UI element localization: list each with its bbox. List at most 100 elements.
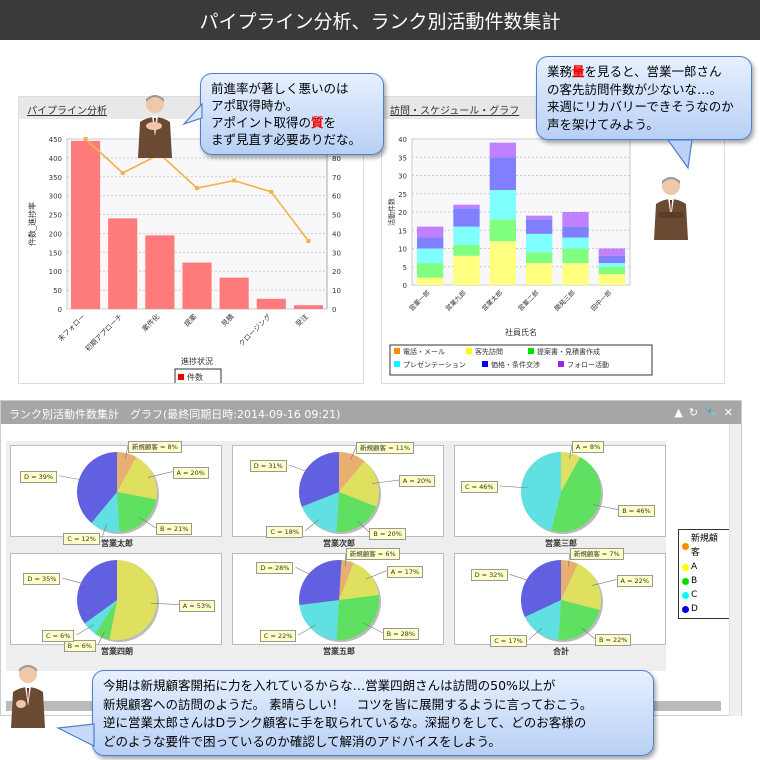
svg-text:活動件数: 活動件数 bbox=[387, 198, 396, 226]
pie-slice-label: A = 20% bbox=[398, 475, 436, 488]
schedule-comment-bubble: 業務量を見ると、営業一郎さん の客先訪問件数が少ないな…。 来週にリカバリーでき… bbox=[536, 56, 752, 140]
bubble-line: 逆に営業太郎さんはDランク顧客に手を取られているな。深掘りをして、どのお客様の bbox=[103, 715, 587, 730]
svg-text:件数: 件数 bbox=[187, 372, 203, 382]
rank-window: ランク別活動件数集計 グラフ(最終同期日時:2014-09-16 09:21) … bbox=[0, 400, 742, 716]
bubble-line: 新規顧客への訪問のようだ。 素晴らしい！ コツを皆に展開するように言っておこう。 bbox=[103, 696, 593, 712]
rank-window-header: ランク別活動件数集計 グラフ(最終同期日時:2014-09-16 09:21) … bbox=[1, 401, 741, 424]
pie-slice-label: B = 46% bbox=[618, 504, 655, 517]
pie-slice-label: C = 17% bbox=[490, 634, 527, 647]
pie-chart-営業次郎: 新規顧客 = 11% A = 20% B = 20% C = 18% D = 31% 営業… bbox=[228, 441, 444, 551]
pie-grid: 新規顧客 = 8% A = 20% B = 21% C = 12% D = 39% 営業太… bbox=[6, 440, 666, 671]
svg-text:400: 400 bbox=[49, 155, 62, 163]
svg-text:70: 70 bbox=[332, 174, 341, 182]
pie-slice-label: A = 53% bbox=[178, 599, 216, 612]
legend-dot-icon bbox=[682, 577, 689, 585]
pie-slice-label: C = 18% bbox=[266, 525, 304, 538]
svg-text:5: 5 bbox=[403, 264, 407, 272]
legend-dot-icon bbox=[682, 605, 689, 613]
pie-slice-label: A = 20% bbox=[172, 466, 209, 479]
svg-text:100: 100 bbox=[49, 268, 62, 276]
svg-text:見積: 見積 bbox=[219, 312, 235, 328]
svg-text:受注: 受注 bbox=[294, 312, 310, 328]
pie-legend-item: A bbox=[682, 560, 726, 574]
svg-text:30: 30 bbox=[332, 249, 341, 257]
page-title: パイプライン分析、ランク別活動件数集計 bbox=[0, 0, 760, 40]
svg-text:250: 250 bbox=[49, 212, 62, 220]
bubble-line: 来週にリカバリーできそうなのか bbox=[547, 99, 734, 114]
schedule-chart: 0 5 10 15 20 25 30 35 40 営業一郎 営業九郎 営業太郎 営業二郎 開発三郎 田中一郎… bbox=[387, 136, 653, 376]
businessman-thinking-figure bbox=[134, 92, 176, 158]
bubble-line: 声を架けてみよう。 bbox=[547, 116, 659, 132]
svg-text:0: 0 bbox=[403, 282, 407, 290]
pie-chart-name: 合計 bbox=[553, 647, 569, 656]
pie-chart-name: 営業次郎 bbox=[323, 539, 355, 548]
vertical-scrollbar[interactable] bbox=[729, 424, 741, 716]
svg-text:60: 60 bbox=[332, 193, 341, 201]
svg-text:350: 350 bbox=[49, 174, 62, 182]
svg-text:進捗状況: 進捗状況 bbox=[181, 356, 213, 366]
svg-text:15: 15 bbox=[398, 227, 407, 235]
bubble-line: 業務量を見ると、営業一郎さん bbox=[547, 64, 722, 79]
pie-slice-label: D = 31% bbox=[249, 460, 287, 473]
legend-dot-icon bbox=[682, 542, 689, 550]
pie-legend-item: C bbox=[682, 588, 726, 602]
svg-text:クロージング: クロージング bbox=[237, 312, 273, 348]
svg-text:450: 450 bbox=[49, 136, 62, 144]
bubble-line: の客先訪問件数が少ないな…。 bbox=[547, 81, 723, 97]
pie-slice-label: A = 22% bbox=[616, 574, 653, 587]
svg-text:提案書・見積書作成: 提案書・見積書作成 bbox=[537, 347, 600, 356]
pie-legend-item: 新規顧客 bbox=[682, 532, 726, 560]
pie-legend-item: B bbox=[682, 574, 726, 588]
pie-slice-label: 新規顧客 = 6% bbox=[345, 547, 400, 560]
svg-text:客先訪問: 客先訪問 bbox=[475, 347, 503, 356]
svg-text:10: 10 bbox=[332, 287, 341, 295]
businessman-arms-crossed-figure bbox=[650, 174, 692, 240]
svg-text:10: 10 bbox=[398, 246, 407, 254]
svg-text:提案: 提案 bbox=[182, 312, 198, 328]
svg-text:0: 0 bbox=[332, 306, 336, 314]
pie-slice-label: D = 35% bbox=[23, 573, 61, 586]
svg-text:300: 300 bbox=[49, 193, 62, 201]
svg-text:プレゼンテーション: プレゼンテーション bbox=[403, 360, 466, 369]
pie-chart-営業四朗: A = 53% B = 6% C = 6% D = 35% 営業四朗 bbox=[6, 549, 222, 659]
svg-text:営業太郎: 営業太郎 bbox=[479, 288, 504, 313]
svg-text:50: 50 bbox=[53, 287, 62, 295]
pie-slice-label: 新規顧客 = 11% bbox=[356, 441, 415, 454]
pie-slice-label: A = 8% bbox=[571, 440, 605, 453]
legend-dot-icon bbox=[682, 591, 689, 599]
pie-slice-label: D = 28% bbox=[256, 562, 294, 575]
pie-chart-営業三郎: A = 8% B = 46% C = 46% 営業三郎 bbox=[450, 440, 666, 551]
svg-text:初期アプローチ: 初期アプローチ bbox=[83, 312, 124, 353]
svg-text:25: 25 bbox=[398, 191, 407, 199]
bubble-line: どのような要件で困っているのか確認して解消のアドバイスをしよう。 bbox=[103, 733, 501, 749]
pie-slice-label: C = 46% bbox=[460, 480, 498, 493]
bubble-line: 前進率が著しく悪いのは bbox=[211, 81, 349, 96]
svg-text:案件化: 案件化 bbox=[140, 312, 161, 333]
svg-text:30: 30 bbox=[398, 173, 407, 181]
pie-slice-label: B = 20% bbox=[369, 527, 406, 540]
svg-text:0: 0 bbox=[58, 306, 62, 314]
pie-slice-label: B = 22% bbox=[594, 633, 632, 646]
pie-chart-name: 営業三郎 bbox=[545, 539, 577, 548]
schedule-panel: 訪問・スケジュール・グラフ 0 5 10 15 20 25 30 35 40 営業一郎 営業九郎 営業… bbox=[381, 96, 725, 384]
pipeline-comment-bubble: 前進率が著しく悪いのは アポ取得時か。 アポイント取得の質を まず見直す必要あり… bbox=[200, 73, 384, 155]
refresh-icon[interactable]: ↻ bbox=[688, 406, 699, 419]
bubble-line: アポ取得時か。 bbox=[211, 98, 299, 113]
svg-text:40: 40 bbox=[398, 136, 407, 144]
pie-slice-label: B = 28% bbox=[382, 627, 420, 640]
wrench-icon[interactable]: 🔧 bbox=[704, 406, 718, 419]
svg-text:フォロー活動: フォロー活動 bbox=[567, 360, 609, 369]
pie-chart-営業五郎: 新規顧客 = 6% A = 17% B = 28% C = 22% D = 28% 営業五… bbox=[228, 547, 444, 659]
svg-text:電話・メール: 電話・メール bbox=[403, 347, 445, 356]
svg-text:社員氏名: 社員氏名 bbox=[505, 327, 537, 337]
close-icon[interactable]: ✕ bbox=[723, 406, 733, 419]
rank-window-title: ランク別活動件数集計 グラフ(最終同期日時:2014-09-16 09:21) bbox=[9, 408, 341, 421]
svg-text:20: 20 bbox=[332, 268, 341, 276]
pie-slice-label: D = 32% bbox=[470, 569, 508, 582]
svg-text:50: 50 bbox=[332, 212, 341, 220]
pie-chart-合計: 新規顧客 = 7% A = 22% B = 22% C = 17% D = 32% 合計 bbox=[450, 548, 666, 659]
pie-legend: 新規顧客 A B C D bbox=[678, 529, 730, 619]
svg-text:営業一郎: 営業一郎 bbox=[407, 288, 432, 313]
collapse-icon[interactable]: ▲ bbox=[674, 406, 683, 419]
bubble-tail bbox=[56, 723, 95, 747]
